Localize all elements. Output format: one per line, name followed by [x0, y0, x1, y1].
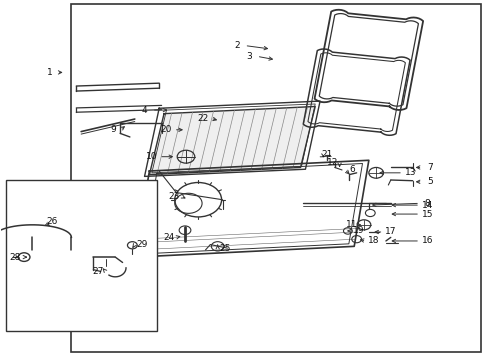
Text: 6: 6	[348, 165, 354, 174]
Text: 11: 11	[346, 220, 357, 229]
Text: 10: 10	[146, 152, 157, 161]
Bar	[71, 4, 480, 352]
Text: 28: 28	[10, 253, 21, 262]
Text: 5: 5	[426, 177, 432, 186]
Text: 14: 14	[421, 201, 432, 210]
Polygon shape	[149, 107, 315, 175]
Text: 17: 17	[384, 228, 396, 237]
Text: 9: 9	[110, 125, 116, 134]
Text: 21: 21	[321, 150, 332, 159]
Text: 19: 19	[353, 226, 364, 235]
Text: 12: 12	[326, 158, 337, 167]
Text: 23: 23	[168, 192, 179, 201]
Text: 4: 4	[142, 105, 147, 114]
Text: 24: 24	[163, 233, 174, 242]
Text: 1: 1	[46, 68, 52, 77]
Text: 29: 29	[136, 240, 147, 249]
Bar	[5, 180, 157, 330]
Text: 8: 8	[424, 199, 429, 208]
Text: 20: 20	[161, 125, 172, 134]
Text: 26: 26	[46, 217, 58, 226]
Text: 25: 25	[219, 244, 230, 253]
Text: 18: 18	[367, 237, 379, 246]
Text: 2: 2	[234, 41, 240, 50]
Text: 3: 3	[246, 52, 252, 61]
Text: 27: 27	[92, 267, 103, 276]
Text: 22: 22	[197, 114, 208, 123]
Text: 7: 7	[426, 163, 432, 172]
Text: 13: 13	[404, 168, 415, 177]
Text: 16: 16	[421, 237, 432, 246]
Text: 15: 15	[421, 210, 432, 219]
